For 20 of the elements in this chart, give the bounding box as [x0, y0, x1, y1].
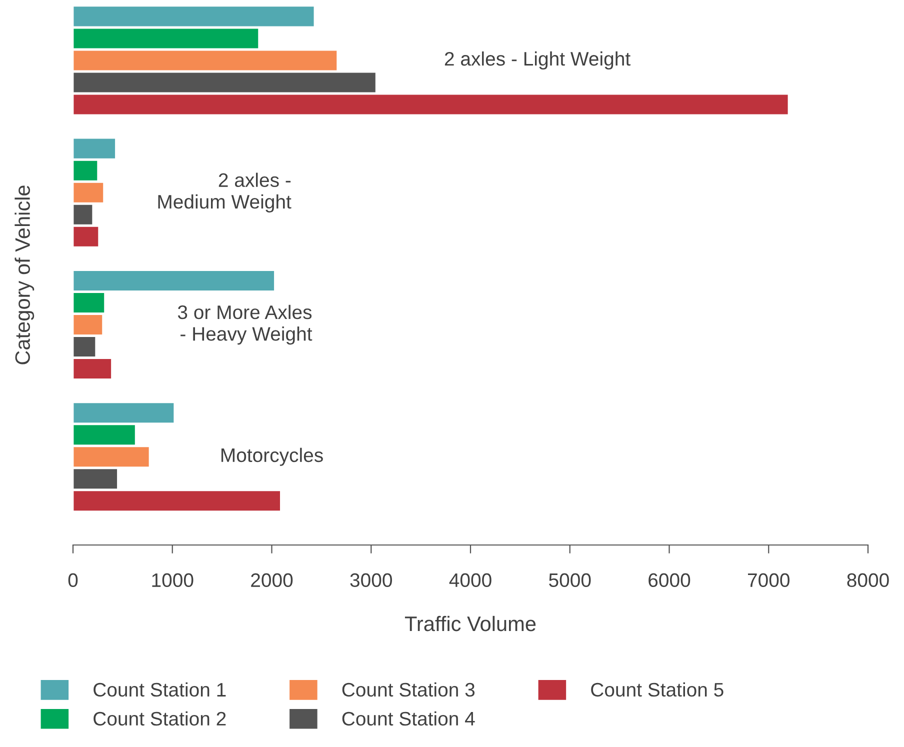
- x-axis-title: Traffic Volume: [404, 616, 536, 632]
- x-tick-label: 0: [68, 573, 78, 588]
- y-tick-label: 2 axles - Light Weight: [444, 51, 630, 70]
- legend-label: Count Station 5: [591, 682, 724, 697]
- x-tick-label: 8000: [847, 573, 889, 588]
- legend-label: Count Station 2: [94, 711, 226, 726]
- y-tick-label: 2 axles - Medium Weight: [158, 172, 292, 213]
- y-axis-title: Category of Vehicle: [14, 186, 34, 364]
- legend-label: Count Station 3: [342, 682, 475, 697]
- x-tick-label: 1000: [152, 573, 194, 588]
- legend-label: Count Station 1: [94, 682, 226, 697]
- x-tick-label: 3000: [350, 573, 392, 588]
- y-tick-label: Motorcycles: [221, 448, 323, 466]
- x-tick-label: 2000: [251, 573, 293, 588]
- x-tick-label: 4000: [449, 573, 492, 588]
- y-tick-label: 3 or More Axles - Heavy Weight: [178, 304, 312, 345]
- x-tick-label: 5000: [549, 573, 591, 588]
- legend-label: Count Station 4: [342, 711, 475, 726]
- x-tick-label: 6000: [648, 573, 690, 588]
- x-tick-label: 7000: [748, 573, 790, 588]
